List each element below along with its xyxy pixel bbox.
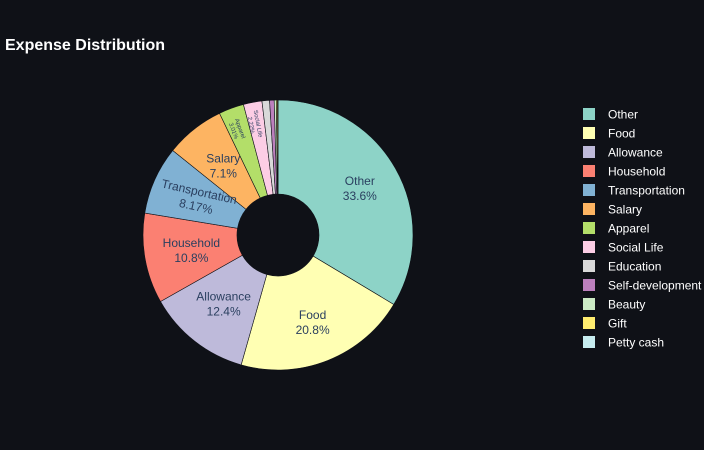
legend-item-petty-cash[interactable]: Petty cash <box>583 336 664 350</box>
slice-percent-food: 20.8% <box>296 323 330 337</box>
legend-label-food: Food <box>608 127 635 141</box>
legend-swatch-other <box>583 108 595 120</box>
slice-name-social-life: Social Life <box>252 110 263 139</box>
legend-label-apparel: Apparel <box>608 222 649 236</box>
legend-swatch-social-life <box>583 241 595 253</box>
slice-percent-social-life: 2.22% <box>246 116 255 134</box>
legend-label-transportation: Transportation <box>608 184 685 198</box>
legend-swatch-petty-cash <box>583 336 595 348</box>
slice-percent-allowance: 12.4% <box>207 305 241 319</box>
legend-label-social-life: Social Life <box>608 241 664 255</box>
legend-item-food[interactable]: Food <box>583 127 635 141</box>
legend-swatch-beauty <box>583 298 595 310</box>
slice-percent-salary: 7.1% <box>210 167 238 181</box>
slice-name-allowance: Allowance <box>196 290 251 304</box>
legend-label-petty-cash: Petty cash <box>608 336 664 350</box>
legend-swatch-education <box>583 260 595 272</box>
legend-label-other: Other <box>608 108 638 122</box>
pie-slices <box>142 99 414 371</box>
slice-percent-household: 10.8% <box>174 251 208 265</box>
legend-item-gift[interactable]: Gift <box>583 317 627 331</box>
legend-label-gift: Gift <box>608 317 627 331</box>
legend-swatch-salary <box>583 203 595 215</box>
legend-swatch-food <box>583 127 595 139</box>
legend[interactable]: Other Food Allowance Household Transportatio… <box>583 108 702 350</box>
legend-item-social-life[interactable]: Social Life <box>583 241 664 255</box>
slice-name-household: Household <box>163 236 220 250</box>
slice-percent-other: 33.6% <box>343 189 377 203</box>
legend-label-education: Education <box>608 260 661 274</box>
legend-swatch-allowance <box>583 146 595 158</box>
legend-swatch-gift <box>583 317 595 329</box>
legend-label-self-development: Self-development <box>608 279 702 293</box>
legend-swatch-transportation <box>583 184 595 196</box>
legend-swatch-household <box>583 165 595 177</box>
slice-name-salary: Salary <box>206 152 240 166</box>
slice-name-other: Other <box>345 174 375 188</box>
slice-other[interactable] <box>277 99 414 305</box>
legend-item-transportation[interactable]: Transportation <box>583 184 685 198</box>
legend-item-salary[interactable]: Salary <box>583 203 642 217</box>
legend-label-salary: Salary <box>608 203 642 217</box>
slice-percent-apparel: 3.01% <box>227 122 239 141</box>
legend-item-education[interactable]: Education <box>583 260 661 274</box>
slice-allowance[interactable] <box>160 254 268 366</box>
legend-label-beauty: Beauty <box>608 298 645 312</box>
legend-swatch-self-development <box>583 279 595 291</box>
legend-item-household[interactable]: Household <box>583 165 665 179</box>
legend-item-self-development[interactable]: Self-development <box>583 279 702 293</box>
slice-name-food: Food <box>299 308 326 322</box>
legend-swatch-apparel <box>583 222 595 234</box>
legend-item-apparel[interactable]: Apparel <box>583 222 649 236</box>
legend-item-beauty[interactable]: Beauty <box>583 298 645 312</box>
slice-food[interactable] <box>240 255 395 371</box>
legend-label-allowance: Allowance <box>608 146 663 160</box>
chart-title: Expense Distribution <box>5 37 165 54</box>
legend-item-other[interactable]: Other <box>583 108 638 122</box>
legend-item-allowance[interactable]: Allowance <box>583 146 663 160</box>
legend-label-household: Household <box>608 165 665 179</box>
